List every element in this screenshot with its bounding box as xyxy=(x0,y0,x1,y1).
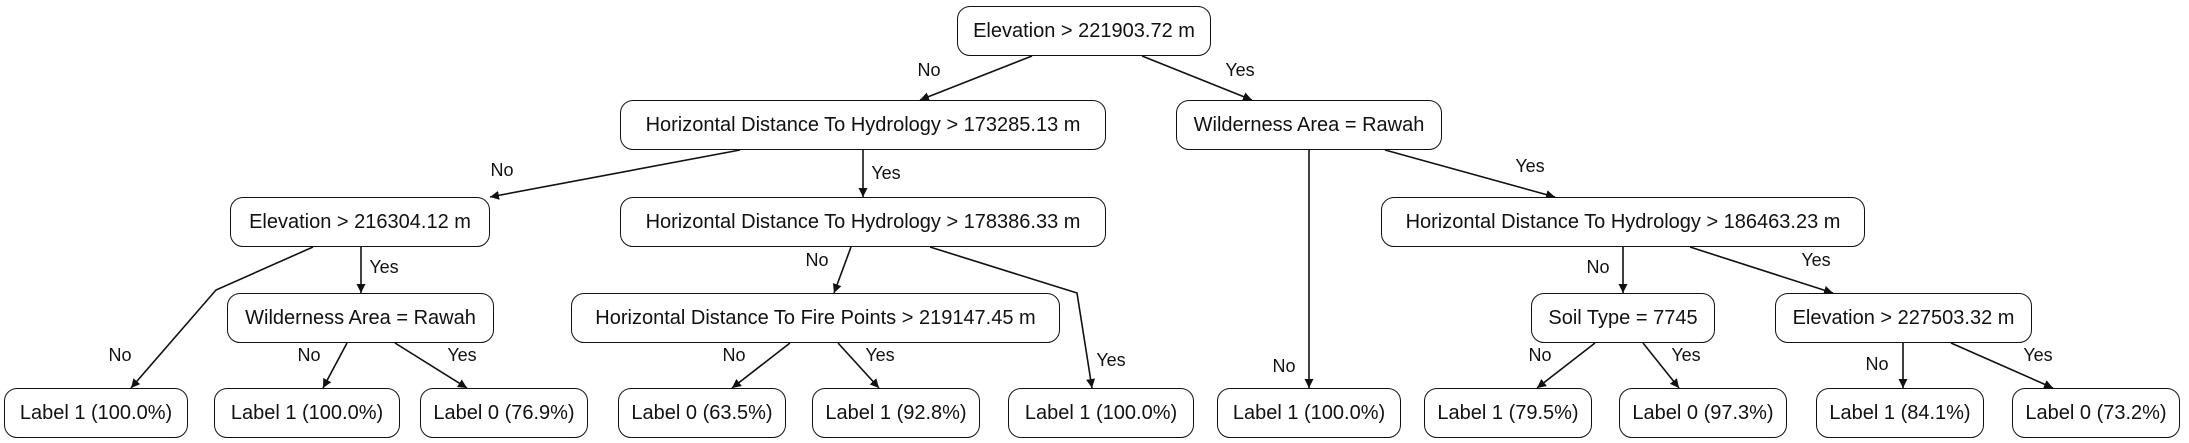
leaf-node: Label 1 (92.8%) xyxy=(812,388,980,438)
edge-label-no: No xyxy=(108,345,131,365)
edge-no xyxy=(919,55,1033,101)
edge-label-yes: Yes xyxy=(1096,350,1125,370)
edge-label-no: No xyxy=(1272,356,1295,376)
node-hydrology-186463: Horizontal Distance To Hydrology > 18646… xyxy=(1381,197,1865,247)
node-hydrology-173285: Horizontal Distance To Hydrology > 17328… xyxy=(620,100,1106,150)
edge-yes xyxy=(1689,246,1834,295)
edge-label-no: No xyxy=(805,250,828,270)
edge-label-yes: Yes xyxy=(369,257,398,277)
edge-label-yes: Yes xyxy=(1515,156,1544,176)
node-hydrology-178386: Horizontal Distance To Hydrology > 17838… xyxy=(620,197,1106,247)
leaf-node: Label 1 (100.0%) xyxy=(4,388,188,438)
edge-no xyxy=(731,342,791,389)
edge-label-no: No xyxy=(490,160,513,180)
edge-yes xyxy=(1642,342,1680,389)
node-wilderness-rawah-left: Wilderness Area = Rawah xyxy=(227,293,494,343)
edge-yes xyxy=(1950,342,2054,389)
leaf-node: Label 1 (100.0%) xyxy=(214,388,400,438)
node-wilderness-rawah-right: Wilderness Area = Rawah xyxy=(1176,100,1442,150)
node-root: Elevation > 221903.72 m xyxy=(957,6,1211,56)
edge-no xyxy=(832,246,852,294)
edge-yes xyxy=(929,246,1096,389)
leaf-node: Label 1 (100.0%) xyxy=(1217,388,1401,438)
edge-label-yes: Yes xyxy=(871,163,900,183)
edge-label-yes: Yes xyxy=(1225,60,1254,80)
edge-yes xyxy=(394,342,468,389)
leaf-node: Label 0 (73.2%) xyxy=(2012,388,2180,438)
edge-label-no: No xyxy=(917,60,940,80)
edge-label-no: No xyxy=(1865,354,1888,374)
edge-no xyxy=(130,246,314,389)
leaf-node: Label 1 (79.5%) xyxy=(1424,388,1592,438)
edge-no xyxy=(1536,342,1596,389)
leaf-node: Label 0 (97.3%) xyxy=(1619,388,1787,438)
edge-label-yes: Yes xyxy=(865,345,894,365)
edge-label-no: No xyxy=(1528,345,1551,365)
edge-label-no: No xyxy=(722,345,745,365)
leaf-node: Label 1 (100.0%) xyxy=(1008,388,1194,438)
edge-label-yes: Yes xyxy=(2023,345,2052,365)
edge-label-yes: Yes xyxy=(1801,250,1830,270)
node-elevation-216304: Elevation > 216304.12 m xyxy=(230,197,490,247)
node-soil-type-7745: Soil Type = 7745 xyxy=(1531,293,1715,343)
edge-label-no: No xyxy=(297,345,320,365)
edge-label-no: No xyxy=(1586,257,1609,277)
edge-label-yes: Yes xyxy=(1671,345,1700,365)
node-elevation-227503: Elevation > 227503.32 m xyxy=(1775,293,2032,343)
edge-no xyxy=(322,342,348,389)
leaf-node: Label 1 (84.1%) xyxy=(1816,388,1984,438)
leaf-node: Label 0 (76.9%) xyxy=(420,388,588,438)
edge-yes xyxy=(1384,149,1556,199)
edge-yes xyxy=(837,342,880,389)
node-fire-points-219147: Horizontal Distance To Fire Points > 219… xyxy=(571,293,1060,343)
edge-label-yes: Yes xyxy=(447,345,476,365)
leaf-node: Label 0 (63.5%) xyxy=(618,388,786,438)
edge-yes xyxy=(1141,55,1253,101)
edge-no xyxy=(489,149,741,200)
